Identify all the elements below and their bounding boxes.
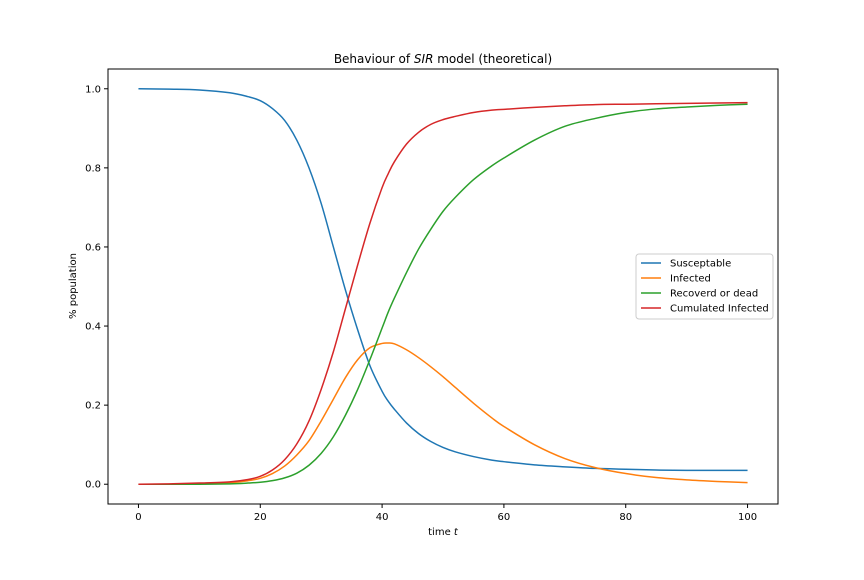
series-line-infected [138,342,748,486]
plot-frame [107,68,779,505]
x-tick-label: 20 [254,512,267,523]
y-tick-label: 1.0 [85,84,101,95]
plot-lines [138,88,748,486]
x-tick-label: 0 [135,512,141,523]
x-tick-label: 40 [376,512,389,523]
legend: Susceptable Infected Recoverd or dead Cumul… [635,253,774,320]
x-tick-label: 60 [498,512,511,523]
y-axis-ticks: 0.0 0.2 0.4 0.6 0.8 1.0 [85,84,108,491]
legend-label: Infected [670,274,711,285]
x-axis-ticks: 0 20 40 60 80 100 [135,504,757,523]
x-tick-label: 80 [619,512,632,523]
series-line-recoverd-or-dead [138,103,748,486]
legend-frame [635,253,774,320]
y-axis-title: % population [68,253,79,319]
y-tick-label: 0.4 [85,322,101,333]
y-tick-label: 0.8 [85,163,101,174]
y-tick-label: 0.6 [85,242,101,253]
series-line-cumulated-infected [138,101,748,485]
y-tick-label: 0.2 [85,401,101,412]
x-axis-title: time t [428,527,459,538]
chart-title: Behaviour of SIR model (theoretical) [334,52,552,66]
y-tick-label: 0.0 [85,480,101,491]
legend-label: Recoverd or dead [670,289,758,300]
x-tick-label: 100 [738,512,757,523]
legend-label: Susceptable [670,259,731,270]
legend-label: Cumulated Infected [670,304,769,315]
series-line-susceptable [138,88,748,472]
